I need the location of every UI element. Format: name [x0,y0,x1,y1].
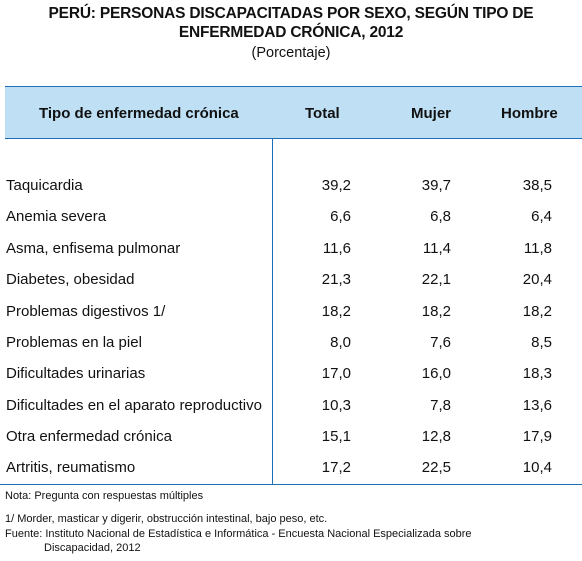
cell-total: 8,0 [330,334,351,351]
table-row: Taquicardia 39,2 39,7 38,5 [0,177,582,199]
cell-hombre: 20,4 [522,271,552,288]
row-label: Asma, enfisema pulmonar [6,240,181,257]
row-label: Artritis, reumatismo [6,459,136,476]
cell-hombre: 17,9 [522,428,552,445]
table-row: Dificultades en el aparato reproductivo … [0,397,582,419]
table-row: Dificultades urinarias 17,0 16,0 18,3 [0,365,582,387]
column-header-hombre: Hombre [501,105,558,122]
table-row: Otra enfermedad crónica 15,1 12,8 17,9 [0,428,582,450]
column-header-type: Tipo de enfermedad crónica [39,105,239,122]
row-label: Dificultades en el aparato reproductivo [6,397,262,414]
cell-mujer: 18,2 [421,303,451,320]
cell-total: 11,6 [322,240,351,257]
cell-total: 18,2 [321,303,351,320]
cell-mujer: 6,8 [430,208,451,225]
cell-hombre: 38,5 [522,177,552,194]
table-row: Anemia severa 6,6 6,8 6,4 [0,208,582,230]
cell-total: 10,3 [321,397,351,414]
row-label: Diabetes, obesidad [6,271,135,288]
title-line-2: ENFERMEDAD CRÓNICA, 2012 [178,24,404,41]
row-label: Problemas en la piel [6,334,142,351]
cell-mujer: 16,0 [421,365,451,382]
cell-mujer: 22,5 [421,459,451,476]
cell-mujer: 22,1 [421,271,451,288]
cell-hombre: 18,2 [522,303,552,320]
cell-mujer: 12,8 [421,428,451,445]
footnote-text: 1/ Morder, masticar y digerir, obstrucci… [5,513,328,525]
note-text: Nota: Pregunta con respuestas múltiples [5,490,204,502]
row-label: Problemas digestivos 1/ [6,303,166,320]
source-text-continued: Discapacidad, 2012 [44,542,141,554]
row-label: Dificultades urinarias [6,365,146,382]
cell-total: 6,6 [330,208,351,225]
title-line-1: PERÚ: PERSONAS DISCAPACITADAS POR SEXO, … [48,5,534,22]
cell-total: 17,2 [321,459,351,476]
cell-total: 17,0 [321,365,351,382]
column-header-mujer: Mujer [411,105,452,122]
row-label: Anemia severa [6,208,107,225]
cell-total: 39,2 [321,177,351,194]
table-row: Asma, enfisema pulmonar 11,6 11,4 11,8 [0,240,582,262]
table-row: Problemas en la piel 8,0 7,6 8,5 [0,334,582,356]
row-label: Taquicardia [6,177,83,194]
table-row: Diabetes, obesidad 21,3 22,1 20,4 [0,271,582,293]
table-subtitle: (Porcentaje) [251,45,331,61]
cell-mujer: 39,7 [421,177,451,194]
cell-mujer: 7,8 [430,397,451,414]
column-divider [272,139,273,484]
source-text: Fuente: Instituto Nacional de Estadístic… [5,528,472,540]
cell-total: 15,1 [321,428,351,445]
cell-hombre: 10,4 [522,459,552,476]
table-header: Tipo de enfermedad crónica Total Mujer H… [5,86,582,139]
table-bottom-rule [0,484,582,485]
cell-mujer: 11,4 [422,240,451,257]
row-label: Otra enfermedad crónica [6,428,172,445]
cell-mujer: 7,6 [430,334,451,351]
column-header-total: Total [305,105,340,122]
cell-hombre: 8,5 [531,334,552,351]
cell-hombre: 6,4 [531,208,552,225]
cell-hombre: 18,3 [522,365,552,382]
cell-total: 21,3 [321,271,351,288]
cell-hombre: 13,6 [522,397,552,414]
table-title: PERÚ: PERSONAS DISCAPACITADAS POR SEXO, … [0,4,582,42]
cell-hombre: 11,8 [523,240,552,257]
table-row: Problemas digestivos 1/ 18,2 18,2 18,2 [0,303,582,325]
table-row: Artritis, reumatismo 17,2 22,5 10,4 [0,459,582,481]
